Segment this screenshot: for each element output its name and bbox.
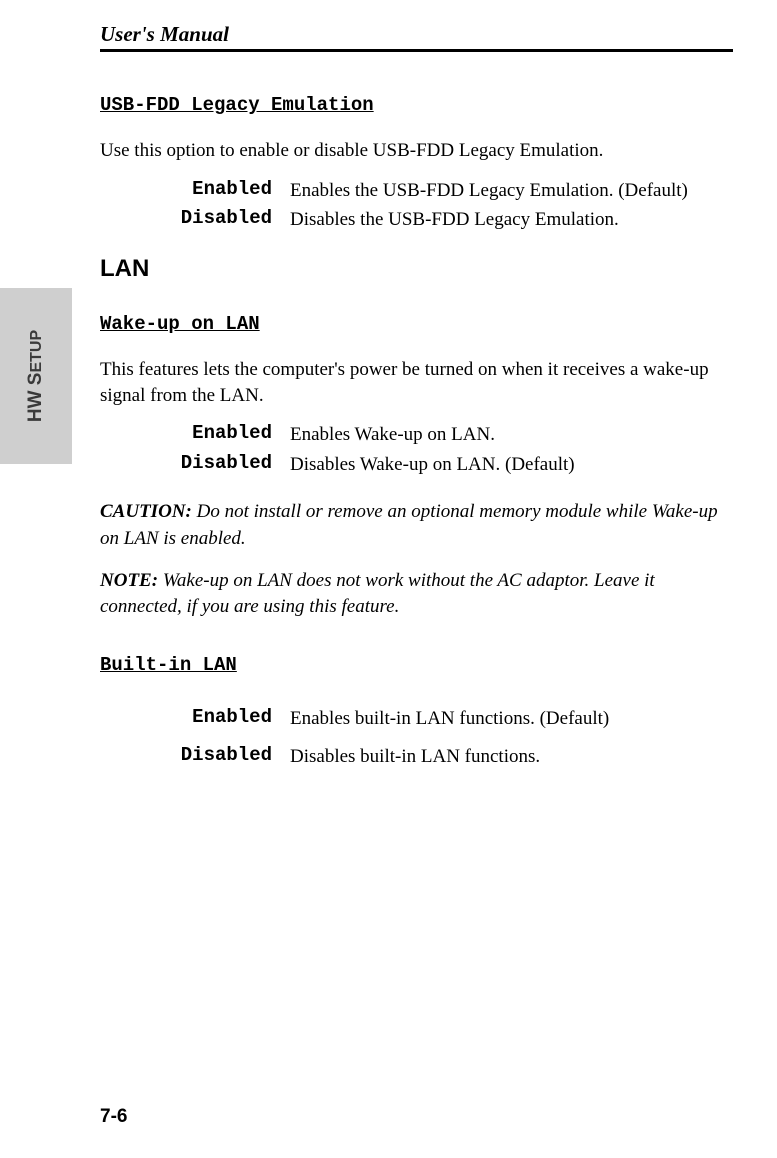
note-label: NOTE: [100, 570, 158, 591]
usb-fdd-intro: Use this option to enable or disable USB… [100, 138, 733, 164]
option-label: Enabled [160, 178, 290, 204]
page-number: 7-6 [100, 1106, 127, 1128]
option-label: Enabled [160, 706, 290, 732]
option-desc: Enables built-in LAN functions. (Default… [290, 706, 609, 732]
side-tab-suffix: ETUP [28, 330, 45, 373]
header-title: User's Manual [100, 22, 733, 49]
note-text: Wake-up on LAN does not work without the… [100, 570, 655, 617]
side-tab: HW SETUP [0, 288, 72, 464]
option-label: Disabled [160, 207, 290, 233]
section-title-usb-fdd: USB-FDD Legacy Emulation [100, 94, 733, 116]
option-row: Disabled Disables Wake-up on LAN. (Defau… [160, 452, 733, 478]
wake-on-lan-intro: This features lets the computer's power … [100, 357, 733, 408]
side-tab-label: HW SETUP [25, 330, 47, 422]
section-title-built-in-lan: Built-in LAN [100, 654, 733, 676]
side-tab-prefix: HW S [25, 373, 46, 423]
caution-text: Do not install or remove an optional mem… [100, 501, 718, 548]
option-desc: Enables the USB-FDD Legacy Emulation. (D… [290, 178, 688, 204]
page-header: User's Manual [100, 0, 733, 52]
option-label: Enabled [160, 422, 290, 448]
section-title-wake-on-lan: Wake-up on LAN [100, 313, 733, 335]
option-row: Enabled Enables the USB-FDD Legacy Emula… [160, 178, 733, 204]
option-row: Enabled Enables Wake-up on LAN. [160, 422, 733, 448]
option-label: Disabled [160, 452, 290, 478]
wake-on-lan-options: Enabled Enables Wake-up on LAN. Disabled… [100, 422, 733, 477]
option-desc: Disables the USB-FDD Legacy Emulation. [290, 207, 619, 233]
built-in-lan-options: Enabled Enables built-in LAN functions. … [100, 706, 733, 769]
option-desc: Disables Wake-up on LAN. (Default) [290, 452, 575, 478]
caution-block: CAUTION: Do not install or remove an opt… [100, 499, 733, 551]
caution-label: CAUTION: [100, 501, 192, 522]
option-row: Disabled Disables the USB-FDD Legacy Emu… [160, 207, 733, 233]
option-label: Disabled [160, 744, 290, 770]
option-desc: Enables Wake-up on LAN. [290, 422, 495, 448]
lan-heading: LAN [100, 255, 733, 283]
option-row: Enabled Enables built-in LAN functions. … [160, 706, 733, 732]
usb-fdd-options: Enabled Enables the USB-FDD Legacy Emula… [100, 178, 733, 233]
note-block: NOTE: Wake-up on LAN does not work witho… [100, 568, 733, 620]
option-desc: Disables built-in LAN functions. [290, 744, 540, 770]
page-content: USB-FDD Legacy Emulation Use this option… [100, 52, 733, 770]
option-row: Disabled Disables built-in LAN functions… [160, 744, 733, 770]
